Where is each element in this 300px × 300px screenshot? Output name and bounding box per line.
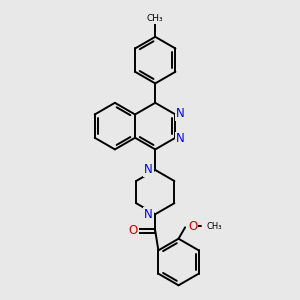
Text: N: N: [144, 208, 153, 221]
Text: N: N: [176, 133, 185, 146]
Text: O: O: [129, 224, 138, 237]
Text: O: O: [188, 220, 197, 233]
Text: N: N: [144, 164, 153, 176]
Text: CH₃: CH₃: [206, 222, 221, 231]
Text: CH₃: CH₃: [147, 14, 164, 23]
Text: N: N: [176, 107, 185, 120]
